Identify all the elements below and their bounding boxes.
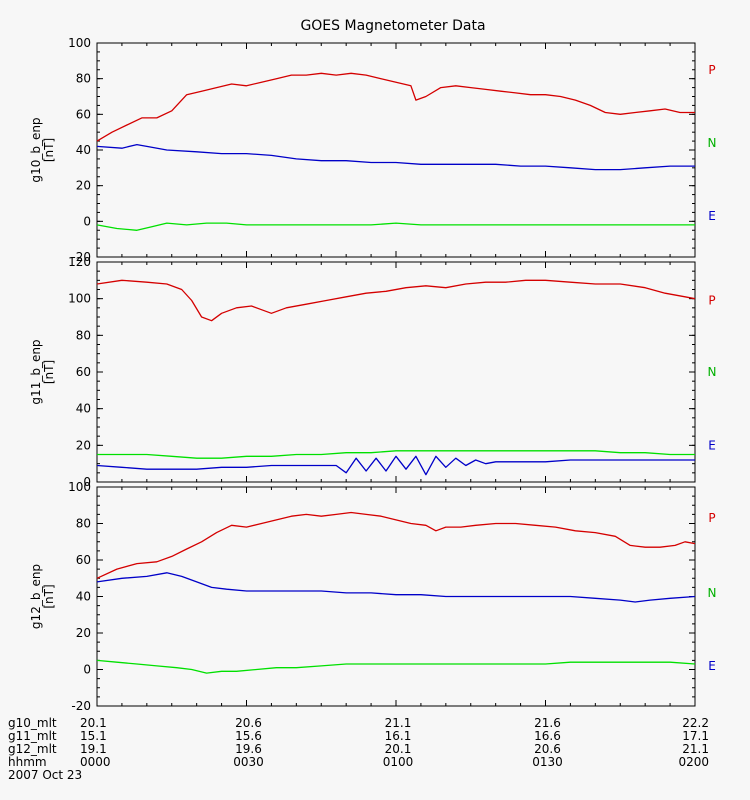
x-tick-label: 19.1 xyxy=(80,742,107,756)
date-label: 2007 Oct 23 xyxy=(8,768,83,782)
y-tick-label: 60 xyxy=(76,107,91,121)
x-row-label: hhmm xyxy=(8,755,47,769)
y-tick-label: 0 xyxy=(83,475,91,489)
x-tick-label: 16.6 xyxy=(534,729,561,743)
x-tick-column: 21.6 16.6 20.6 0130 xyxy=(531,717,565,769)
component-label-n: N xyxy=(708,365,717,379)
x-tick-label: 0130 xyxy=(532,755,563,769)
y-tick-label: 100 xyxy=(68,292,91,306)
x-row-label: g12_mlt xyxy=(8,742,57,756)
x-tick-column: 20.6 15.6 19.6 0030 xyxy=(232,717,266,769)
component-label-e: E xyxy=(708,659,716,673)
y-tick-label: -20 xyxy=(71,699,91,713)
y-tick-label: 80 xyxy=(76,72,91,86)
y-tick-label: 20 xyxy=(76,438,91,452)
y-tick-label: 60 xyxy=(76,365,91,379)
series-p-line xyxy=(96,72,695,142)
component-label-e: E xyxy=(708,438,716,452)
y-axis-unit: [nT] xyxy=(42,584,56,608)
x-row-label: g11_mlt xyxy=(8,729,57,743)
x-tick-label: 21.1 xyxy=(384,716,412,730)
series-n-line xyxy=(96,143,695,171)
y-axis-unit: [nT] xyxy=(42,360,56,384)
y-tick-label: 40 xyxy=(76,402,91,416)
component-label-n: N xyxy=(708,136,717,150)
component-label-e: E xyxy=(708,209,716,223)
y-tick-label: 60 xyxy=(76,553,91,567)
panel-2: 0 20 40 60 80 100 120 g11_b_enp [nT] P N E xyxy=(29,255,716,489)
x-tick-label: 15.1 xyxy=(80,729,107,743)
component-label-p: P xyxy=(708,63,715,77)
x-tick-label: 20.6 xyxy=(534,742,561,756)
y-axis-unit: [nT] xyxy=(42,138,56,162)
y-tick-label: 40 xyxy=(76,590,91,604)
y-tick-label: 0 xyxy=(83,214,91,228)
y-tick-label: 20 xyxy=(76,626,91,640)
y-tick-label: 80 xyxy=(76,328,91,342)
x-tick-label: 20.1 xyxy=(384,742,412,756)
x-tick-label: 17.1 xyxy=(682,729,709,743)
x-tick-label: 0200 xyxy=(678,755,709,769)
component-label-n: N xyxy=(708,586,717,600)
component-label-p: P xyxy=(708,294,715,308)
series-n-line xyxy=(96,572,696,603)
y-tick-label: 120 xyxy=(68,255,91,269)
x-tick-label: 19.6 xyxy=(235,742,262,756)
x-tick-label: 16.1 xyxy=(384,729,412,743)
y-tick-label: 0 xyxy=(83,663,91,677)
x-row-label: g10_mlt xyxy=(8,716,57,730)
y-tick-label: -20 xyxy=(71,250,91,264)
y-axis-label: g12_b_enp xyxy=(29,564,43,629)
x-tick-column: 22.2 17.1 21.1 0200 xyxy=(678,717,709,769)
x-tick-label: 0100 xyxy=(382,755,414,769)
series-e-line xyxy=(96,659,696,674)
panel-3: -20 0 20 40 60 80 100 g12_b_enp [nT] P N E xyxy=(29,480,716,713)
y-axis-label: g11_b_enp xyxy=(29,339,43,404)
x-tick-label: 22.2 xyxy=(682,716,709,730)
y-tick-label: 100 xyxy=(68,36,91,50)
series-e-line xyxy=(96,455,695,476)
series-e-line xyxy=(96,222,695,231)
y-tick-label: 40 xyxy=(76,143,91,157)
x-row-labels: g10_mlt g11_mlt g12_mlt hhmm xyxy=(8,717,57,769)
y-tick-label: 20 xyxy=(76,179,91,193)
component-label-p: P xyxy=(708,511,715,525)
x-tick-column: 20.1 15.1 19.1 0000 xyxy=(80,717,120,769)
series-n-line xyxy=(97,450,695,459)
y-tick-label: 80 xyxy=(76,517,91,531)
series-p-line xyxy=(96,511,696,579)
x-tick-label: 21.1 xyxy=(682,742,709,756)
y-axis-label: g10_b_enp xyxy=(29,117,43,182)
chart-title: GOES Magnetometer Data xyxy=(300,18,485,34)
x-tick-label: 0030 xyxy=(233,755,264,769)
x-tick-label: 0000 xyxy=(80,755,111,769)
x-tick-label: 15.6 xyxy=(235,729,262,743)
x-tick-label: 21.6 xyxy=(534,716,561,730)
x-tick-label: 20.6 xyxy=(235,716,262,730)
x-tick-label: 20.1 xyxy=(80,716,107,730)
series-p-line xyxy=(96,279,696,322)
y-tick-label: 100 xyxy=(68,480,91,494)
panel-1: -20 0 20 40 60 80 100 g10_b_enp [nT] P N E xyxy=(29,36,716,264)
x-tick-column: 21.1 16.1 20.1 0100 xyxy=(381,717,415,769)
